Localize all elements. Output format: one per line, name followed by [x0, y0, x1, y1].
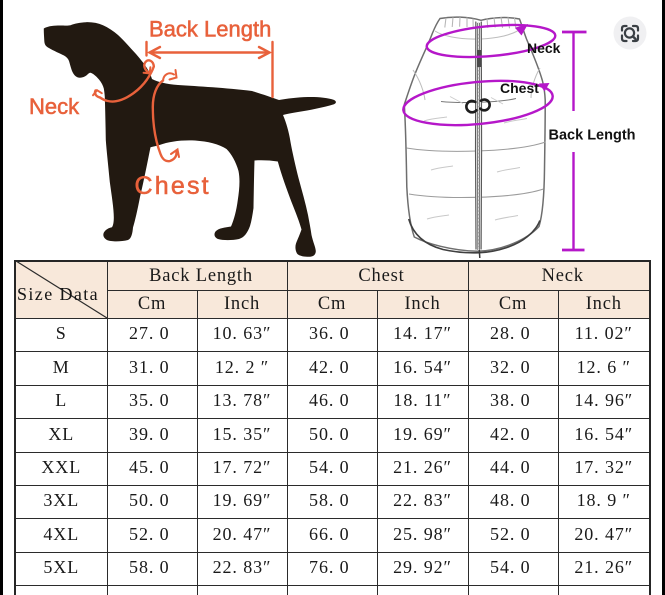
svg-text:Chest: Chest — [135, 172, 211, 200]
svg-text:Back Length: Back Length — [149, 17, 271, 42]
svg-text:Neck: Neck — [527, 40, 561, 56]
svg-text:Chest: Chest — [500, 80, 539, 96]
svg-text:Neck: Neck — [29, 94, 80, 119]
svg-text:Back Length: Back Length — [549, 128, 636, 144]
